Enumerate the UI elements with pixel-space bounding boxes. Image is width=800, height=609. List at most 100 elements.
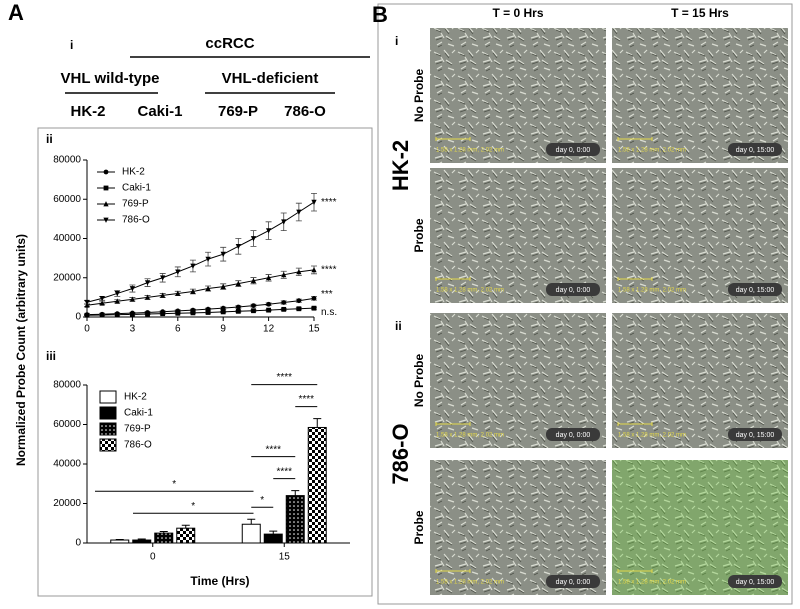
- micrograph: [430, 313, 606, 448]
- timestamp-badge: [728, 143, 782, 156]
- significance-label: *: [260, 495, 264, 506]
- marker: [281, 271, 287, 278]
- error-bar: [247, 518, 256, 525]
- bar: [285, 495, 305, 544]
- marker: [99, 300, 105, 306]
- marker: [205, 285, 211, 291]
- panel-frame: [377, 3, 793, 605]
- annotation: ****: [321, 197, 337, 208]
- x-axis-label: Time (Hrs): [190, 574, 249, 588]
- marker: [220, 305, 226, 311]
- micrograph: [430, 460, 606, 595]
- marker: [311, 305, 317, 311]
- marker: [296, 209, 302, 215]
- significance-label: *: [172, 479, 176, 490]
- timestamp-badge: [546, 575, 600, 588]
- marker: [311, 267, 317, 273]
- legend-swatch: [99, 406, 117, 420]
- annotation: ***: [321, 289, 333, 300]
- error-bar: [159, 531, 168, 534]
- marker: [144, 280, 151, 286]
- cell-line-label: Caki-1: [137, 103, 182, 120]
- bar: [263, 533, 283, 544]
- y-tick-label: 80000: [53, 155, 81, 166]
- marker: [281, 306, 287, 312]
- marker: [175, 269, 181, 275]
- scale-text: 1.58 x 1.28 mm, 2.02 mm: [436, 288, 504, 294]
- marker: [281, 219, 287, 225]
- cell-line-label: 786-O: [284, 103, 326, 120]
- marker: [144, 294, 151, 300]
- micrograph: [612, 168, 788, 303]
- marker: [190, 263, 196, 269]
- marker: [99, 312, 105, 318]
- bar: [110, 539, 130, 544]
- timestamp-badge: [728, 575, 782, 588]
- bar: [241, 523, 261, 544]
- x-tick-label: 9: [220, 324, 226, 335]
- group-label: ccRCC: [205, 35, 254, 52]
- subgroup-label: VHL wild-type: [61, 70, 160, 87]
- marker: [160, 311, 166, 317]
- micrograph: [612, 460, 788, 595]
- marker: [190, 310, 196, 316]
- timestamp: day 0, 0:00: [556, 432, 591, 439]
- scale-text: 1.58 x 1.28 mm, 2.02 mm: [618, 433, 686, 439]
- legend-label: 786-O: [124, 440, 152, 451]
- y-tick-label: 60000: [53, 194, 81, 205]
- micrograph: [430, 28, 606, 163]
- marker: [296, 268, 302, 275]
- timestamp: day 0, 15:00: [736, 287, 775, 294]
- bar: [307, 426, 327, 544]
- legend-swatch: [99, 438, 117, 452]
- legend-label: 769-P: [122, 199, 149, 210]
- panel-label: A: [8, 0, 24, 25]
- marker: [114, 312, 120, 318]
- marker: [103, 169, 109, 175]
- row-label: No Probe: [412, 69, 426, 123]
- timestamp: day 0, 0:00: [556, 579, 591, 586]
- marker: [235, 308, 241, 314]
- marker: [84, 312, 90, 318]
- timestamp-badge: [546, 143, 600, 156]
- marker: [114, 298, 120, 304]
- scale-bar: [617, 277, 653, 281]
- bar: [176, 527, 196, 544]
- x-tick-label: 0: [84, 324, 90, 335]
- marker: [220, 251, 226, 258]
- marker: [84, 299, 90, 306]
- marker: [266, 307, 271, 313]
- bar: [132, 539, 152, 544]
- x-tick-label: 0: [150, 552, 156, 563]
- series-line: [86, 201, 315, 303]
- significance-label: *: [191, 501, 195, 512]
- series-line: [86, 307, 315, 316]
- scale-text: 1.58 x 1.28 mm, 2.02 mm: [618, 288, 686, 294]
- scale-text: 1.58 x 1.28 mm, 2.02 mm: [618, 148, 686, 154]
- significance-label: ****: [265, 444, 281, 455]
- marker: [281, 300, 287, 305]
- legend-swatch: [99, 422, 117, 436]
- column-label: T = 0 Hrs: [492, 6, 543, 20]
- marker: [205, 256, 211, 262]
- x-tick-label: 3: [130, 324, 136, 335]
- scale-bar: [435, 137, 471, 141]
- marker: [175, 290, 181, 296]
- legend-swatch: [99, 390, 117, 404]
- cell-line-label: 769-P: [218, 103, 258, 120]
- marker: [266, 301, 271, 307]
- marker: [129, 296, 136, 302]
- column-label: T = 15 Hrs: [671, 6, 729, 20]
- marker: [145, 311, 150, 317]
- marker: [296, 298, 302, 304]
- annotation: n.s.: [321, 307, 337, 318]
- subgroup-label: VHL-deficient: [222, 70, 319, 87]
- row-label: Probe: [412, 510, 426, 544]
- marker: [103, 185, 109, 191]
- legend-label: Caki-1: [124, 408, 153, 419]
- marker: [160, 275, 166, 281]
- scale-text: 1.58 x 1.28 mm, 2.02 mm: [436, 433, 504, 439]
- scale-text: 1.58 x 1.28 mm, 2.02 mm: [436, 580, 504, 586]
- significance-label: ****: [276, 372, 292, 383]
